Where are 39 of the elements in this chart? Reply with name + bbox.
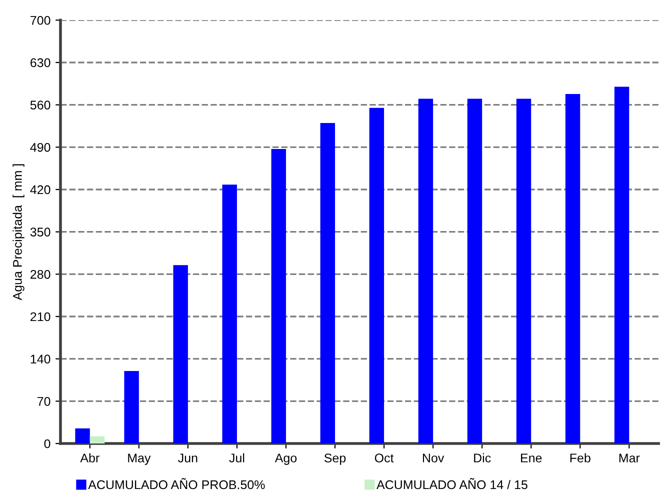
y-tick-label: 630 <box>30 58 50 68</box>
x-tick-label: Mar <box>619 454 640 462</box>
y-tick-label: 0 <box>44 439 50 448</box>
bar <box>516 98 532 444</box>
x-tick-label: Dic <box>474 453 491 462</box>
x-tick-label: Abr <box>80 453 100 462</box>
y-tick-label: 350 <box>30 228 50 236</box>
bar <box>320 122 336 444</box>
x-tick-label: Jun <box>178 454 198 462</box>
y-tick-label: 490 <box>30 142 50 152</box>
x-tick-label: May <box>128 454 151 465</box>
legend-label: ACUMULADO AÑO PROB.50% <box>88 478 265 490</box>
bar <box>173 265 188 444</box>
y-tick-label: 420 <box>30 185 50 194</box>
x-tick-label: Jul <box>229 453 244 462</box>
x-tick-label: Nov <box>422 454 444 462</box>
legend-label: ACUMULADO AÑO 14 / 15 <box>376 478 528 490</box>
y-tick-label: 280 <box>30 270 50 279</box>
bar <box>467 98 482 444</box>
y-tick-label: 70 <box>37 396 50 406</box>
bar <box>369 108 384 444</box>
bar <box>565 94 580 444</box>
y-tick-label: 700 <box>30 16 50 25</box>
bar <box>614 86 630 444</box>
y-tick-label: 560 <box>30 100 50 110</box>
x-tick-label: Feb <box>570 453 590 462</box>
x-tick-label: Ene <box>521 454 542 462</box>
bar <box>418 98 434 444</box>
y-tick-label: 140 <box>30 354 50 364</box>
x-tick-label: Sep <box>324 454 346 465</box>
bar <box>271 148 286 444</box>
x-tick-label: Ago <box>274 454 297 465</box>
bar <box>222 184 237 444</box>
x-tick-label: Oct <box>374 454 394 462</box>
y-tick-label: 210 <box>30 312 50 322</box>
bar <box>75 428 90 444</box>
bar <box>124 370 139 444</box>
y-axis-title: Agua Precipitada [ mm ] <box>12 164 24 300</box>
bar <box>90 436 105 444</box>
